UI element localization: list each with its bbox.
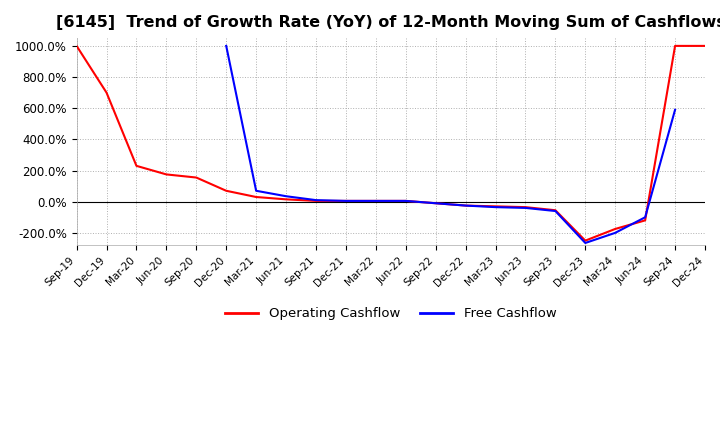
Operating Cashflow xyxy=(341,198,350,204)
Operating Cashflow xyxy=(611,226,619,231)
Free Cashflow xyxy=(282,194,290,199)
Free Cashflow xyxy=(372,198,380,204)
Operating Cashflow xyxy=(462,203,470,208)
Free Cashflow xyxy=(402,198,410,204)
Free Cashflow xyxy=(491,205,500,210)
Operating Cashflow xyxy=(701,43,709,48)
Free Cashflow xyxy=(671,107,680,112)
Operating Cashflow xyxy=(72,43,81,48)
Operating Cashflow xyxy=(252,194,261,200)
Free Cashflow xyxy=(341,198,350,204)
Operating Cashflow xyxy=(581,238,590,243)
Operating Cashflow xyxy=(521,205,530,210)
Free Cashflow xyxy=(431,201,440,206)
Free Cashflow xyxy=(611,230,619,235)
Free Cashflow xyxy=(521,205,530,211)
Operating Cashflow xyxy=(431,201,440,206)
Operating Cashflow xyxy=(641,218,649,223)
Free Cashflow xyxy=(551,209,559,214)
Free Cashflow xyxy=(252,188,261,194)
Operating Cashflow xyxy=(162,172,171,177)
Operating Cashflow xyxy=(102,90,111,95)
Legend: Operating Cashflow, Free Cashflow: Operating Cashflow, Free Cashflow xyxy=(220,302,562,326)
Free Cashflow xyxy=(312,198,320,203)
Free Cashflow xyxy=(581,240,590,246)
Operating Cashflow xyxy=(192,175,201,180)
Operating Cashflow xyxy=(222,188,230,194)
Operating Cashflow xyxy=(491,204,500,209)
Operating Cashflow xyxy=(132,163,141,169)
Free Cashflow xyxy=(222,43,230,48)
Operating Cashflow xyxy=(372,198,380,204)
Operating Cashflow xyxy=(312,198,320,204)
Operating Cashflow xyxy=(551,208,559,213)
Operating Cashflow xyxy=(671,43,680,48)
Line: Operating Cashflow: Operating Cashflow xyxy=(76,46,705,241)
Free Cashflow xyxy=(641,215,649,220)
Operating Cashflow xyxy=(402,198,410,204)
Free Cashflow xyxy=(462,203,470,208)
Title: [6145]  Trend of Growth Rate (YoY) of 12-Month Moving Sum of Cashflows: [6145] Trend of Growth Rate (YoY) of 12-… xyxy=(56,15,720,30)
Operating Cashflow xyxy=(282,197,290,202)
Line: Free Cashflow: Free Cashflow xyxy=(226,46,675,243)
